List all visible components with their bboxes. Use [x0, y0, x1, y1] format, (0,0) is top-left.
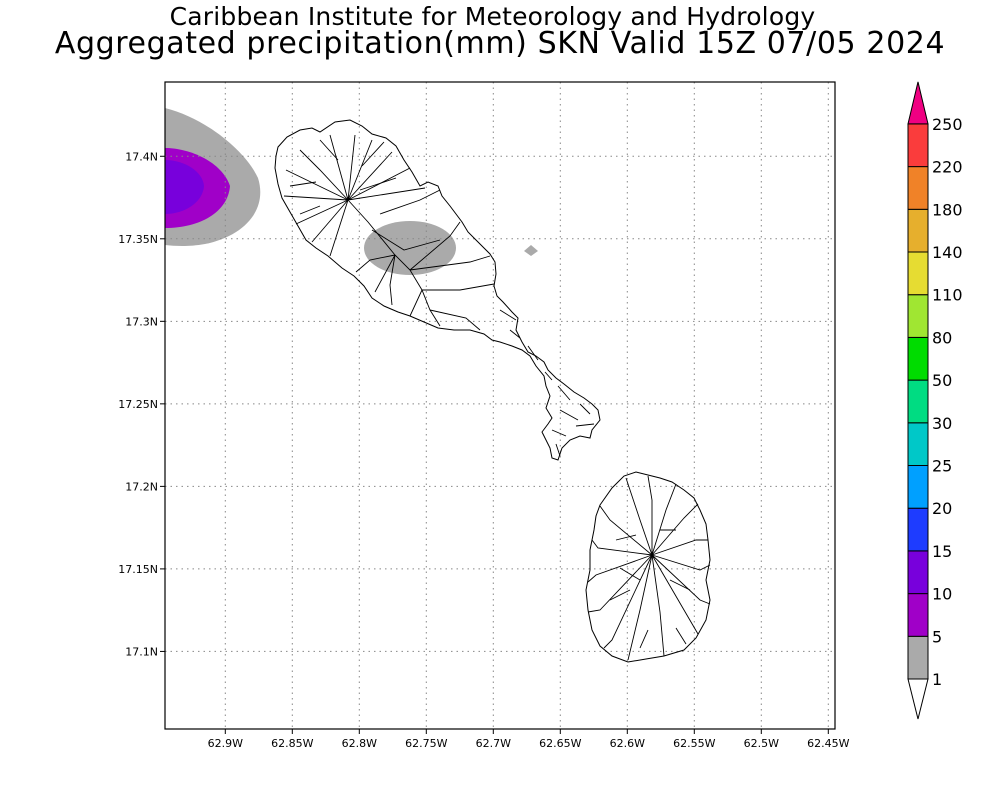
lon-tick-label: 62.55W — [673, 737, 715, 750]
precip-area-west-10mm — [165, 160, 204, 214]
colorbar-under-arrow — [907, 678, 929, 720]
colorbar-label: 110 — [932, 286, 963, 305]
colorbar-segment — [907, 550, 929, 595]
colorbar-label: 140 — [932, 243, 963, 262]
colorbar-label: 20 — [932, 499, 952, 518]
colorbar-segment — [907, 251, 929, 296]
colorbar-label: 250 — [932, 115, 963, 134]
colorbar-segment — [907, 166, 929, 210]
lon-tick-label: 62.65W — [539, 737, 581, 750]
nevis-coastline — [585, 471, 711, 663]
colorbar-segment — [907, 465, 929, 509]
colorbar-label: 15 — [932, 542, 952, 561]
colorbar-segment — [907, 593, 929, 637]
colorbar-segment — [907, 208, 929, 253]
lat-tick-label: 17.25N — [118, 398, 158, 411]
colorbar-over-arrow — [907, 81, 929, 125]
lon-tick-label: 62.45W — [807, 737, 849, 750]
colorbar-label: 10 — [932, 585, 952, 604]
lat-grid — [165, 155, 835, 652]
lon-grid — [224, 82, 829, 729]
lon-tick-label: 62.8W — [342, 737, 377, 750]
nevis-watersheds — [587, 475, 711, 661]
colorbar-label: 5 — [932, 627, 942, 646]
lon-tick-label: 62.5W — [744, 737, 779, 750]
colorbar-segment — [907, 635, 929, 680]
lat-tick-label: 17.2N — [125, 480, 158, 493]
st-kitts-coastline — [274, 119, 601, 461]
lon-tick-labels: 62.9W 62.85W 62.8W 62.75W 62.7W 62.65W 62.6W 62… — [208, 729, 850, 750]
lon-tick-label: 62.75W — [405, 737, 447, 750]
colorbar-segment — [907, 379, 929, 424]
st-kitts-island — [274, 119, 601, 461]
lon-tick-label: 62.7W — [476, 737, 511, 750]
lon-tick-label: 62.85W — [271, 737, 313, 750]
precip-area-speck-1mm — [524, 245, 538, 256]
lat-tick-label: 17.15N — [118, 563, 158, 576]
colorbar-label: 80 — [932, 328, 952, 347]
title-line-1: Caribbean Institute for Meteorology and … — [169, 2, 816, 31]
title-line-2: Aggregated precipitation(mm) SKN Valid 1… — [54, 26, 946, 61]
colorbar-label: 180 — [932, 200, 963, 219]
st-kitts-watersheds — [283, 134, 595, 457]
colorbar-segment — [907, 336, 929, 381]
colorbar-label: 220 — [932, 158, 963, 177]
colorbar-label: 1 — [932, 670, 942, 689]
colorbar-label: 30 — [932, 414, 952, 433]
colorbar-segment — [907, 123, 929, 168]
colorbar-segment — [907, 294, 929, 338]
lat-tick-label: 17.4N — [125, 150, 158, 163]
lat-tick-labels: 17.4N 17.35N 17.3N 17.25N 17.2N 17.15N 17.1N — [118, 150, 165, 658]
map-plot-area — [165, 82, 835, 729]
map-frame — [164, 81, 836, 730]
colorbar-label: 25 — [932, 457, 952, 476]
lon-tick-label: 62.9W — [208, 737, 243, 750]
nevis-island — [585, 471, 711, 663]
lat-tick-label: 17.3N — [125, 315, 158, 328]
colorbar-label: 50 — [932, 371, 952, 390]
lon-tick-label: 62.6W — [610, 737, 645, 750]
colorbar-segment — [907, 422, 929, 466]
lat-tick-label: 17.1N — [125, 645, 158, 658]
lat-tick-label: 17.35N — [118, 233, 158, 246]
colorbar-segment — [907, 507, 929, 552]
